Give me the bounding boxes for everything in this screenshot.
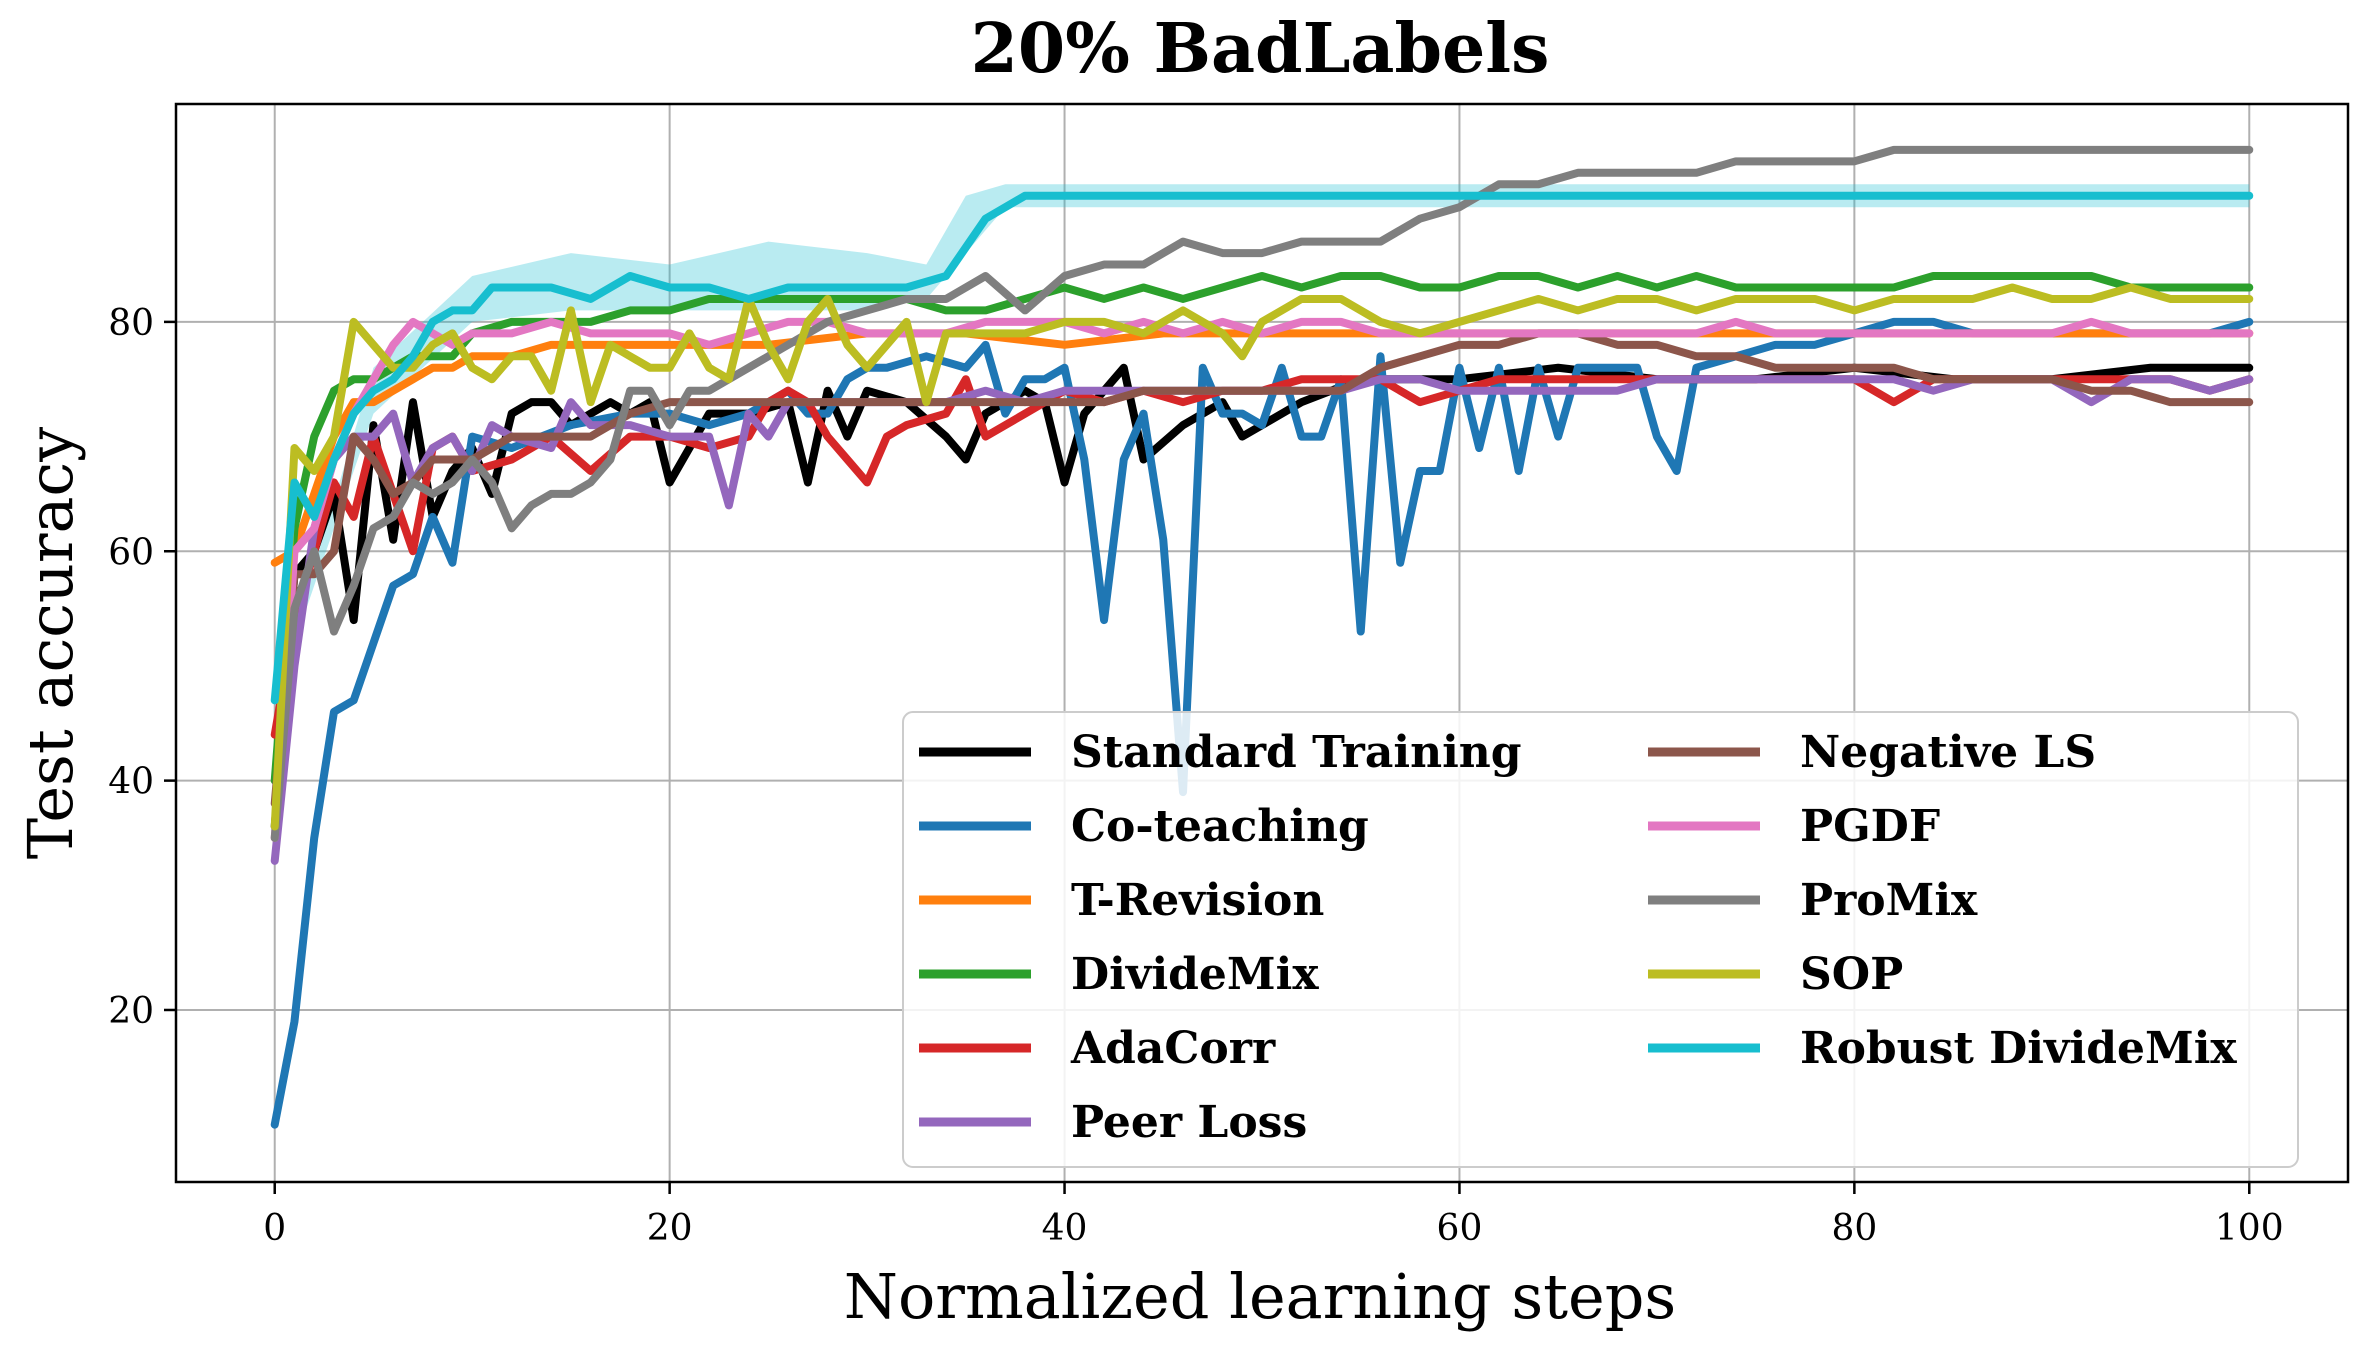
legend-label-promix: ProMix xyxy=(1800,875,1978,926)
axis-ticks: 0 20 40 60 80 100 20 40 60 80 xyxy=(108,303,2283,1249)
series-sop xyxy=(270,283,2254,831)
x-tick-label: 80 xyxy=(1831,1208,1877,1249)
x-tick-label: 60 xyxy=(1437,1208,1483,1249)
x-tick-label: 0 xyxy=(263,1208,286,1249)
y-tick-label: 80 xyxy=(108,303,154,344)
x-tick-label: 100 xyxy=(2215,1208,2284,1249)
x-tick-label: 20 xyxy=(647,1208,693,1249)
series-lines xyxy=(270,145,2254,1129)
legend-label-robust-dividemix: Robust DivideMix xyxy=(1800,1023,2237,1074)
y-tick-label: 40 xyxy=(108,762,154,803)
legend-label-co-teaching: Co-teaching xyxy=(1071,801,1369,852)
legend-label-dividemix: DivideMix xyxy=(1071,949,1319,1000)
series-promix xyxy=(270,145,2254,842)
legend-label-sop: SOP xyxy=(1800,949,1903,1000)
y-axis-label: Test accuracy xyxy=(14,427,87,859)
legend-label-peer-loss: Peer Loss xyxy=(1071,1097,1307,1148)
series-negative-ls xyxy=(270,329,2254,808)
x-axis-label: Normalized learning steps xyxy=(844,1260,1677,1333)
legend: Standard Training Co-teaching T-Revision Di… xyxy=(902,711,2299,1168)
legend-label-t-revision: T-Revision xyxy=(1071,875,1324,926)
y-tick-label: 20 xyxy=(108,991,154,1032)
series-robust-dividemix xyxy=(270,191,2254,705)
confidence-band xyxy=(274,184,2250,701)
band-robust-dividemix xyxy=(274,184,2250,701)
y-tick-label: 60 xyxy=(108,532,154,573)
series-adacorr xyxy=(270,375,2254,739)
legend-label-adacorr: AdaCorr xyxy=(1070,1023,1276,1074)
series-dividemix xyxy=(270,272,2254,785)
legend-label-negative-ls: Negative LS xyxy=(1800,727,2096,778)
series-t-revision xyxy=(270,329,2254,567)
legend-label-standard-training: Standard Training xyxy=(1071,727,1522,778)
x-tick-label: 40 xyxy=(1042,1208,1088,1249)
legend-box xyxy=(902,711,2299,1168)
legend-label-pgdf: PGDF xyxy=(1800,801,1940,852)
plot-frame xyxy=(174,102,2350,1184)
chart-title: 20% BadLabels xyxy=(971,9,1550,89)
